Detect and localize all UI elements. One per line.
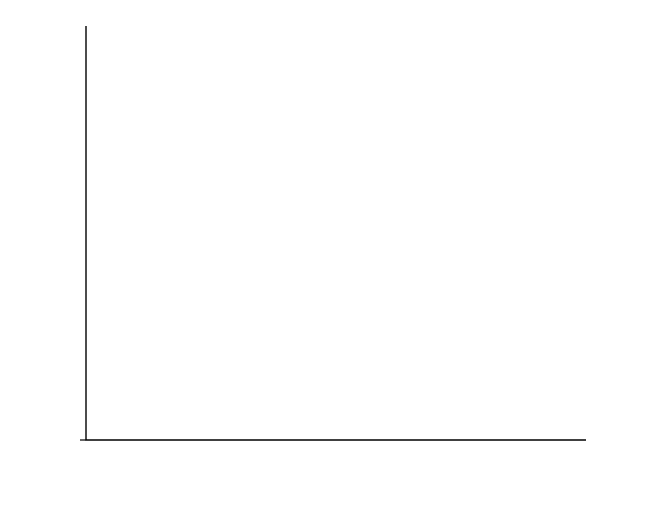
donor-percentage-chart	[0, 0, 658, 518]
